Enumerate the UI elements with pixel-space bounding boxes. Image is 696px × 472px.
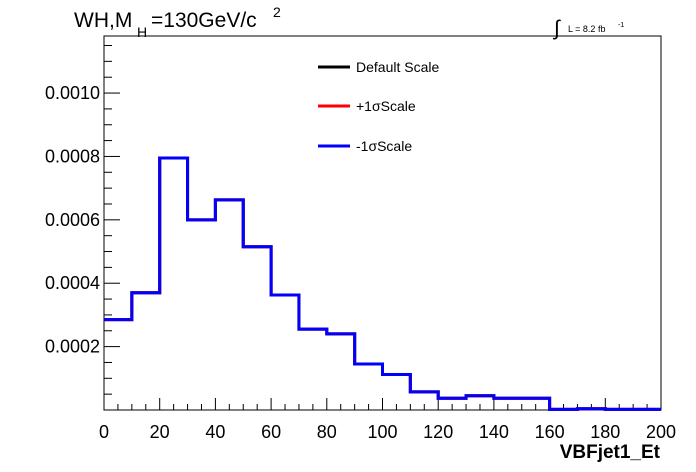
legend-label: -1σScale — [356, 138, 412, 154]
series-group — [104, 156, 661, 411]
legend-label: Default Scale — [356, 59, 439, 75]
series-line — [104, 156, 661, 411]
luminosity-label: ∫ L = 8.2 fb -1 — [553, 17, 624, 40]
x-tick-label: 80 — [317, 422, 337, 442]
title-rest: =130GeV/c — [151, 9, 257, 32]
x-tick-label: 180 — [590, 422, 620, 442]
x-tick-label: 100 — [367, 422, 397, 442]
x-tick-label: 140 — [479, 422, 509, 442]
x-axis: 0 20 40 60 80 100 120 140 160 180 200 — [99, 422, 676, 442]
y-tick-label: 0.0010 — [45, 83, 100, 103]
y-tick-label: 0.0008 — [45, 146, 100, 166]
plot-frame — [103, 35, 662, 411]
x-tick-label: 160 — [535, 422, 565, 442]
legend-label: +1σScale — [356, 98, 416, 114]
x-tick-label: 20 — [150, 422, 170, 442]
y-axis: 0.0002 0.0004 0.0006 0.0008 0.0010 — [45, 83, 100, 357]
x-tick-label: 60 — [261, 422, 281, 442]
y-minor-ticks — [104, 45, 120, 395]
integral-sign: ∫ — [553, 17, 561, 40]
x-axis-label: VBFjet1_Et — [560, 442, 661, 463]
title-superscript: 2 — [273, 4, 281, 20]
chart-title: WH,M H =130GeV/c 2 — [74, 4, 281, 40]
y-tick-label: 0.0004 — [45, 273, 100, 293]
y-tick-label: 0.0002 — [45, 337, 100, 357]
x-tick-label: 0 — [99, 422, 109, 442]
x-tick-label: 40 — [205, 422, 225, 442]
legend: Default Scale +1σScale -1σScale — [318, 59, 439, 154]
x-tick-label: 200 — [646, 422, 676, 442]
luminosity-superscript: -1 — [618, 22, 624, 29]
luminosity-text: L = 8.2 fb — [568, 24, 605, 34]
y-tick-label: 0.0006 — [45, 210, 100, 230]
title-main: WH,M — [74, 9, 132, 32]
x-tick-label: 120 — [423, 422, 453, 442]
title-subscript: H — [137, 24, 147, 40]
